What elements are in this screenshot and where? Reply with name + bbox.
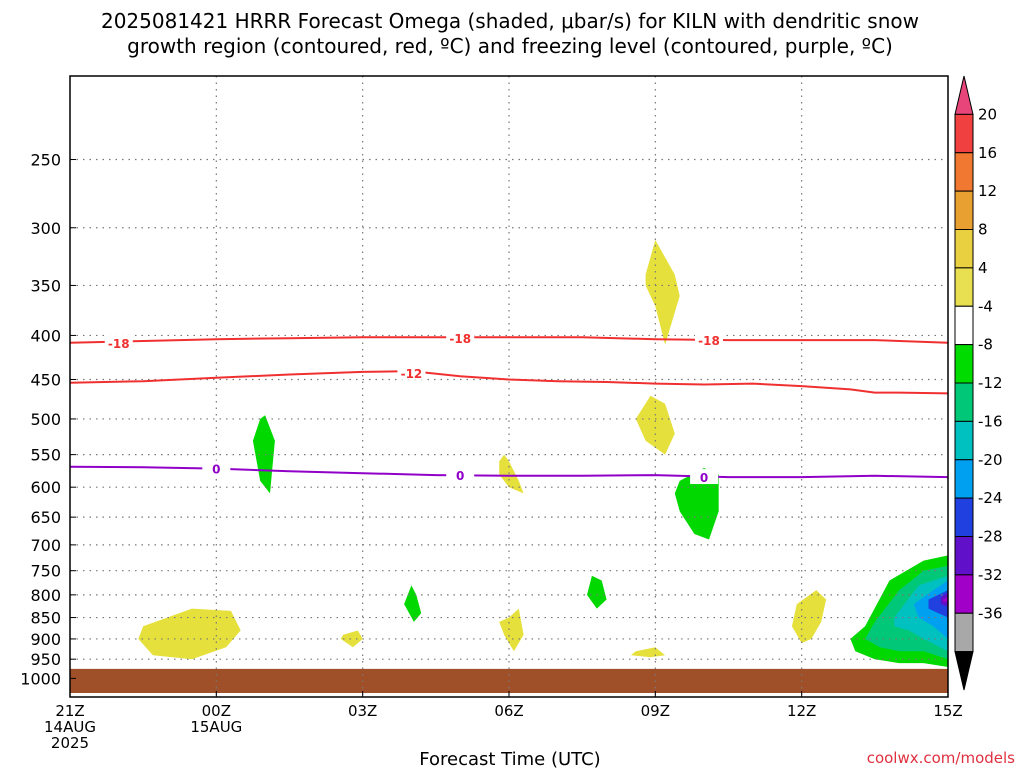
colorbar-swatch-9 xyxy=(954,420,974,461)
contour-label-bg xyxy=(446,330,475,346)
shaded-region-3 xyxy=(404,585,422,622)
colorbar-label: 8 xyxy=(978,221,988,239)
contour-label-bg xyxy=(397,364,426,380)
shaded-region-7 xyxy=(635,395,675,455)
colorbar-swatch-6 xyxy=(954,305,974,346)
contour-label-6: 0 xyxy=(700,471,708,485)
y-tick-label: 800 xyxy=(30,586,61,605)
x-tick-label: 15Z xyxy=(933,702,962,720)
shaded-region-18 xyxy=(943,597,948,602)
shaded-region-10 xyxy=(674,468,719,540)
colorbar-swatch-8 xyxy=(954,382,974,422)
x-tick-label: 09Z xyxy=(641,702,670,720)
colorbar-swatch-12 xyxy=(954,536,974,576)
y-tick-label: 700 xyxy=(30,536,61,555)
colorbar-label: 20 xyxy=(978,105,997,123)
contour-label-bg xyxy=(446,467,475,483)
colorbar-label: 16 xyxy=(978,144,997,162)
colorbar-swatch-11 xyxy=(954,497,974,537)
shaded-region-2 xyxy=(340,630,363,648)
plot-area: -18 -18 -18 -12 0 0 0 xyxy=(70,76,948,697)
contour-label-bg xyxy=(690,469,719,485)
shaded-region-11 xyxy=(791,590,827,644)
contour-label-bg xyxy=(104,334,133,350)
axes: 250 300 350 400 450 500 550 600 650 700 750 800 850 9… xyxy=(20,75,963,752)
colorbar-label: 12 xyxy=(978,182,997,200)
colorbar-swatch-1 xyxy=(954,113,974,154)
contour-label-bg xyxy=(202,460,231,476)
colorbar-swatch-5 xyxy=(954,267,974,307)
contour-label-0: -18 xyxy=(108,337,130,351)
contour-line-1 xyxy=(70,370,948,395)
colorbar-label: -16 xyxy=(978,412,1003,430)
x-tick-label: 12Z xyxy=(787,702,816,720)
colorbar-label: -20 xyxy=(978,451,1003,469)
x-tick-label: 03Z xyxy=(348,702,377,720)
y-tick-label: 750 xyxy=(30,562,61,581)
y-tick-label: 400 xyxy=(30,326,61,345)
x-tick-label: 14AUG xyxy=(44,718,96,736)
colorbar-label: 4 xyxy=(978,259,988,277)
colorbar-swatch-3 xyxy=(954,190,974,230)
contour-label-4: 0 xyxy=(212,463,220,477)
contour-label-5: 0 xyxy=(456,469,464,483)
x-tick-label: 06Z xyxy=(494,702,523,720)
y-tick-label: 650 xyxy=(30,508,61,527)
colorbar-label: -28 xyxy=(978,528,1003,546)
y-tick-label: 850 xyxy=(30,609,61,628)
contour-line-0 xyxy=(70,336,948,344)
colorbar-swatch-7 xyxy=(954,344,974,384)
colorbar: 20 16 12 8 4 -4 -8 -12 -16 -20 -24 -28 -32 -36 xyxy=(954,75,1003,691)
colorbar-swatch-15 xyxy=(954,651,974,691)
y-tick-label: 350 xyxy=(30,276,61,295)
x-tick-label: 00Z xyxy=(202,702,231,720)
y-tick-label: 600 xyxy=(30,478,61,497)
shaded-region-9 xyxy=(630,647,666,658)
y-tick-label: 500 xyxy=(30,410,61,429)
shaded-region-1 xyxy=(252,415,275,494)
colorbar-swatch-0 xyxy=(954,75,974,115)
y-tick-label: 300 xyxy=(30,219,61,238)
y-tick-label: 550 xyxy=(30,446,61,465)
x-tick-label: 15AUG xyxy=(190,718,242,736)
y-tick-label: 900 xyxy=(30,630,61,649)
contour-label-bg xyxy=(694,332,723,348)
shaded-region-5 xyxy=(499,608,524,652)
colorbar-swatch-14 xyxy=(954,612,974,653)
chart-title-line1: 2025081421 HRRR Forecast Omega (shaded, … xyxy=(101,9,919,33)
y-tick-label: 450 xyxy=(30,371,61,390)
credit-text: coolwx.com/models xyxy=(867,749,1015,767)
colorbar-swatch-10 xyxy=(954,459,974,499)
shaded-region-4 xyxy=(499,454,524,494)
x-tick-label: 21Z xyxy=(55,702,84,720)
y-tick-label: 950 xyxy=(30,650,61,669)
colorbar-label: -36 xyxy=(978,604,1003,622)
colorbar-label: -32 xyxy=(978,566,1003,584)
contour-label-3: -12 xyxy=(401,367,423,381)
colorbar-swatch-2 xyxy=(954,152,974,192)
shaded-region-6 xyxy=(587,575,607,609)
colorbar-label: -8 xyxy=(978,336,993,354)
shaded-region-0 xyxy=(138,608,241,660)
colorbar-label: -4 xyxy=(978,297,993,315)
colorbar-swatch-13 xyxy=(954,574,974,614)
colorbar-swatch-4 xyxy=(954,229,974,269)
contour-label-2: -18 xyxy=(698,334,720,348)
contour-label-1: -18 xyxy=(449,332,471,346)
chart-title-line2: growth region (contoured, red, ºC) and f… xyxy=(127,34,893,58)
x-tick-label: 2025 xyxy=(51,734,89,752)
x-axis-label: Forecast Time (UTC) xyxy=(419,749,600,768)
colorbar-label: -12 xyxy=(978,374,1003,392)
y-tick-label: 1000 xyxy=(20,669,61,688)
y-tick-label: 250 xyxy=(30,151,61,170)
colorbar-label: -24 xyxy=(978,489,1003,507)
shaded-region-8 xyxy=(645,240,680,345)
